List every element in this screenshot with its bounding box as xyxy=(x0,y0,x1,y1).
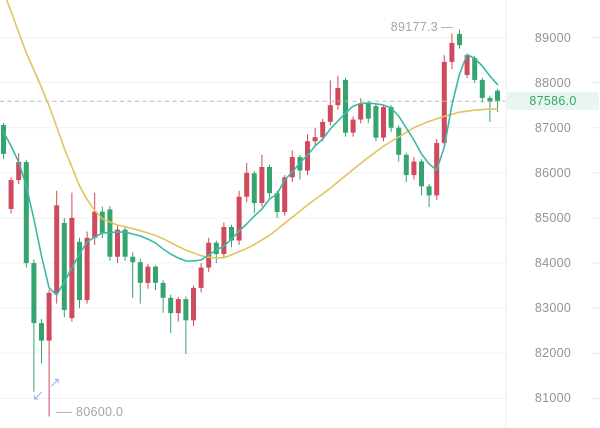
candle-body xyxy=(388,106,394,128)
axis-tick-label: 83000 xyxy=(534,301,572,316)
axis-tick-label: 84000 xyxy=(534,256,572,271)
candle-body xyxy=(8,180,14,209)
candle-body xyxy=(77,241,82,301)
candle-body xyxy=(411,161,417,176)
candle-body xyxy=(191,287,196,321)
candle-body xyxy=(229,226,234,241)
candle-body xyxy=(84,237,90,301)
candle-body xyxy=(396,127,402,155)
candle-body xyxy=(92,211,98,238)
candle-body xyxy=(358,103,364,120)
candle-body xyxy=(115,229,120,257)
candle-body xyxy=(244,172,250,197)
candle-body xyxy=(464,55,470,75)
candle-body xyxy=(137,262,143,283)
candle-body xyxy=(54,205,60,293)
candle-body xyxy=(1,125,6,154)
candle-body xyxy=(487,97,493,103)
pan-gesture-arrow-sw-icon: ↙ xyxy=(32,387,44,403)
candle-body xyxy=(221,226,227,255)
candle-body xyxy=(289,157,295,178)
candle-body xyxy=(236,196,242,241)
candle-body xyxy=(373,106,379,138)
candle-body xyxy=(145,266,151,283)
candle-body xyxy=(183,299,189,321)
candle-body xyxy=(267,166,272,194)
candle-body xyxy=(441,61,447,144)
candle-body xyxy=(130,256,136,263)
candle-body xyxy=(449,42,455,62)
candle-body xyxy=(457,33,462,46)
axis-tick-label: 85000 xyxy=(534,210,572,225)
high-price-label: 89177.3 xyxy=(390,20,438,34)
axis-tick-label: 87000 xyxy=(534,120,572,135)
current-price-label: 87586.0 xyxy=(529,94,577,108)
candle-body xyxy=(479,79,485,98)
pan-gesture-arrow-ne-icon: ↗ xyxy=(49,374,61,390)
candle-body xyxy=(198,267,204,288)
candle-body xyxy=(23,162,29,264)
candle-body xyxy=(213,242,219,255)
candle-body xyxy=(350,119,356,133)
axis-tick-label: 81000 xyxy=(534,391,572,406)
candle-body xyxy=(381,106,386,138)
candle-body xyxy=(99,211,105,233)
candle-body xyxy=(426,186,432,196)
candle-body xyxy=(472,58,478,80)
axis-tick-label: 89000 xyxy=(534,30,572,45)
ma-short-line xyxy=(2,53,499,296)
axis-tick-label: 88000 xyxy=(534,75,572,90)
candle-body xyxy=(122,229,128,257)
candle-body xyxy=(251,173,257,204)
price-axis[interactable]: 89000 88000 87000 86000 85000 84000 83000 82000… xyxy=(506,0,600,428)
candle-body xyxy=(46,292,52,341)
candle-body xyxy=(419,161,424,187)
candle-body xyxy=(61,222,67,310)
axis-tick-label: 86000 xyxy=(534,165,572,180)
candle-body xyxy=(495,90,500,102)
candle-body xyxy=(39,323,44,341)
ma-long-line xyxy=(5,0,499,259)
axis-tick-label: 82000 xyxy=(534,346,572,361)
candle-body xyxy=(175,299,181,314)
candle-body xyxy=(160,282,166,298)
candle-body xyxy=(403,154,409,176)
candle-body xyxy=(259,166,265,204)
candle-body xyxy=(16,162,22,181)
current-price-tag: 87586.0 xyxy=(507,92,599,110)
candle-body xyxy=(312,137,318,142)
candle-body xyxy=(320,121,326,138)
candle-body xyxy=(282,177,288,213)
candle-body xyxy=(327,105,333,122)
candle-body xyxy=(168,297,174,314)
candle-body xyxy=(153,266,158,283)
candle-body xyxy=(365,103,371,119)
candle-body xyxy=(31,263,37,324)
candle-body xyxy=(335,88,341,106)
low-price-label: 80600.0 xyxy=(76,405,124,419)
candle-body xyxy=(274,193,280,213)
candle-body xyxy=(343,79,348,133)
